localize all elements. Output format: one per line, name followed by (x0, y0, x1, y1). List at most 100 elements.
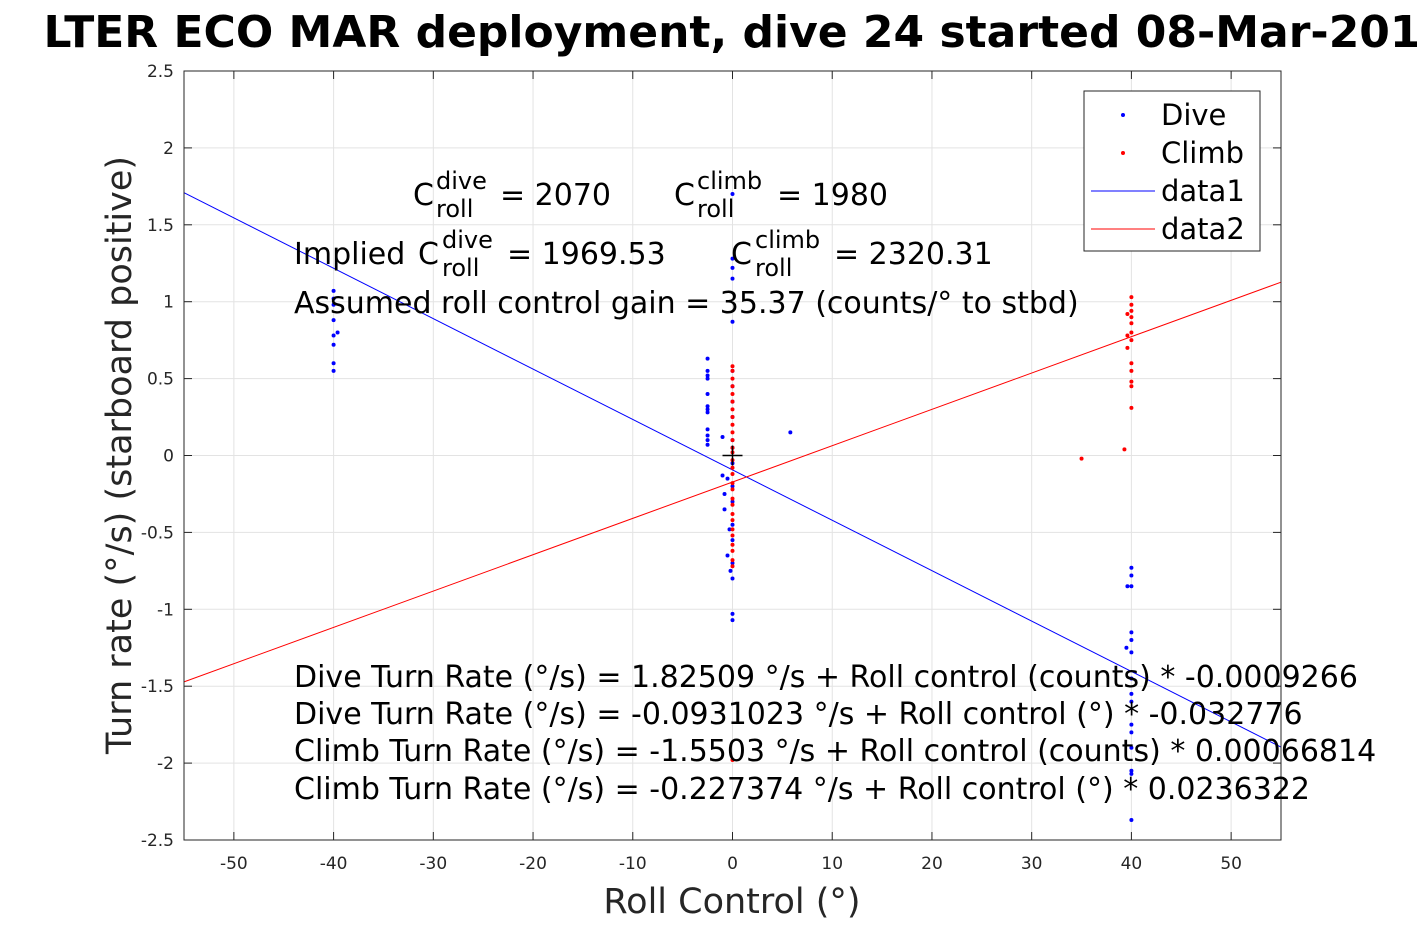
climb-point (730, 533, 735, 538)
dive-point (705, 442, 710, 447)
dive-point (705, 407, 710, 412)
climb-point (730, 391, 735, 396)
implied-climb-base: C (731, 237, 752, 272)
climb-point (730, 465, 735, 470)
climb-point (730, 511, 735, 516)
y-tick-label: -2 (157, 754, 174, 774)
chart-title: LTER ECO MAR deployment, dive 24 started… (43, 7, 1417, 58)
implied-dive-sup: dive (442, 226, 493, 254)
series-climb (730, 295, 1134, 763)
dive-point (1129, 818, 1134, 823)
x-tick-label: 0 (727, 854, 738, 874)
dive-point (705, 373, 710, 378)
climb-point (730, 502, 735, 507)
dive-point (331, 361, 336, 366)
climb-point (1129, 302, 1134, 307)
dive-point (725, 553, 730, 558)
c-roll-climb-base: C (674, 178, 695, 213)
dive-point (730, 192, 735, 197)
dive-point (1129, 630, 1134, 635)
climb-point (1079, 456, 1084, 461)
climb-point (1129, 321, 1134, 326)
climb-point (1129, 379, 1134, 384)
annotation-c-roll-dive: C dive roll = 2070 (413, 167, 611, 223)
c-roll-dive-sup: dive (436, 167, 487, 195)
climb-point (730, 758, 735, 763)
y-tick-label: 2.5 (147, 62, 174, 82)
dive-point (730, 256, 735, 261)
dive-point (331, 318, 336, 323)
climb-point (1125, 345, 1130, 350)
x-tick-label: 40 (1121, 854, 1143, 874)
c-roll-dive-sub: roll (436, 195, 473, 223)
gain-annotation: Assumed roll control gain = 35.37 (count… (294, 286, 1079, 321)
dive-point (727, 527, 732, 532)
dive-point (1129, 771, 1134, 776)
dive-point (1129, 699, 1134, 704)
dive-point (1129, 638, 1134, 643)
dive-point (730, 522, 735, 527)
dive-point (730, 499, 735, 504)
x-tick-label: -10 (619, 854, 647, 874)
dive-point (705, 368, 710, 373)
dive-point (705, 391, 710, 396)
dive-point (331, 368, 336, 373)
climb-point (730, 527, 735, 532)
y-tick-label: 1.5 (147, 216, 174, 236)
dive-point (331, 302, 336, 307)
annotation-c-roll-climb: C climb roll = 1980 (674, 167, 888, 223)
implied-dive-value: = 1969.53 (507, 237, 666, 272)
y-tick-label: 2 (163, 139, 174, 159)
dive-point (730, 265, 735, 270)
climb-point (730, 558, 735, 563)
x-tick-label: -50 (220, 854, 248, 874)
legend-climb-marker (1121, 151, 1125, 155)
dive-point (335, 330, 340, 335)
equation-4: Climb Turn Rate (°/s) = -0.227374 °/s + … (294, 772, 1310, 807)
dive-point (788, 430, 793, 435)
climb-point (730, 471, 735, 476)
dive-point (705, 356, 710, 361)
c-roll-climb-sup: climb (697, 167, 762, 195)
x-tick-label: -40 (320, 854, 348, 874)
dive-point (1129, 565, 1134, 570)
climb-point (730, 415, 735, 420)
y-tick-label: 0.5 (147, 370, 174, 390)
dive-point (705, 410, 710, 415)
fit-line-data1 (183, 192, 1282, 748)
c-roll-dive-value: = 2070 (500, 178, 611, 213)
y-tick-label: 1 (163, 293, 174, 313)
dive-point (705, 427, 710, 432)
climb-point (730, 496, 735, 501)
x-tick-label: -30 (419, 854, 447, 874)
dive-point (1129, 730, 1134, 735)
tick-layer: -50 -40 -30 -20 -10 0 10 20 30 40 50 2.5 2 1.5 1 0.5 0 -0… (141, 62, 1281, 874)
climb-point (1129, 315, 1134, 320)
climb-point (730, 542, 735, 547)
dive-point (730, 611, 735, 616)
dive-point (730, 484, 735, 489)
climb-point (730, 364, 735, 369)
dive-point (1124, 645, 1129, 650)
y-tick-label: 0 (163, 447, 174, 467)
x-tick-label: 50 (1220, 854, 1242, 874)
y-axis-label: Turn rate (°/s) (starboard positive) (100, 156, 140, 755)
dive-point (1125, 584, 1130, 589)
legend-climb-label: Climb (1161, 136, 1244, 170)
equation-1: Dive Turn Rate (°/s) = 1.82509 °/s + Rol… (294, 660, 1358, 695)
dive-point (705, 433, 710, 438)
climb-point (730, 487, 735, 492)
climb-point (1125, 312, 1130, 317)
dive-point (730, 561, 735, 566)
equation-3: Climb Turn Rate (°/s) = -1.5503 °/s + Ro… (294, 734, 1376, 769)
dive-point (331, 296, 336, 301)
dive-point (722, 507, 727, 512)
origin-marker (722, 445, 743, 466)
x-tick-label: 10 (821, 854, 843, 874)
climb-point (730, 430, 735, 435)
dive-point (1129, 584, 1134, 589)
climb-point (1129, 338, 1134, 343)
x-axis-label: Roll Control (°) (603, 882, 860, 922)
dive-point (730, 319, 735, 324)
